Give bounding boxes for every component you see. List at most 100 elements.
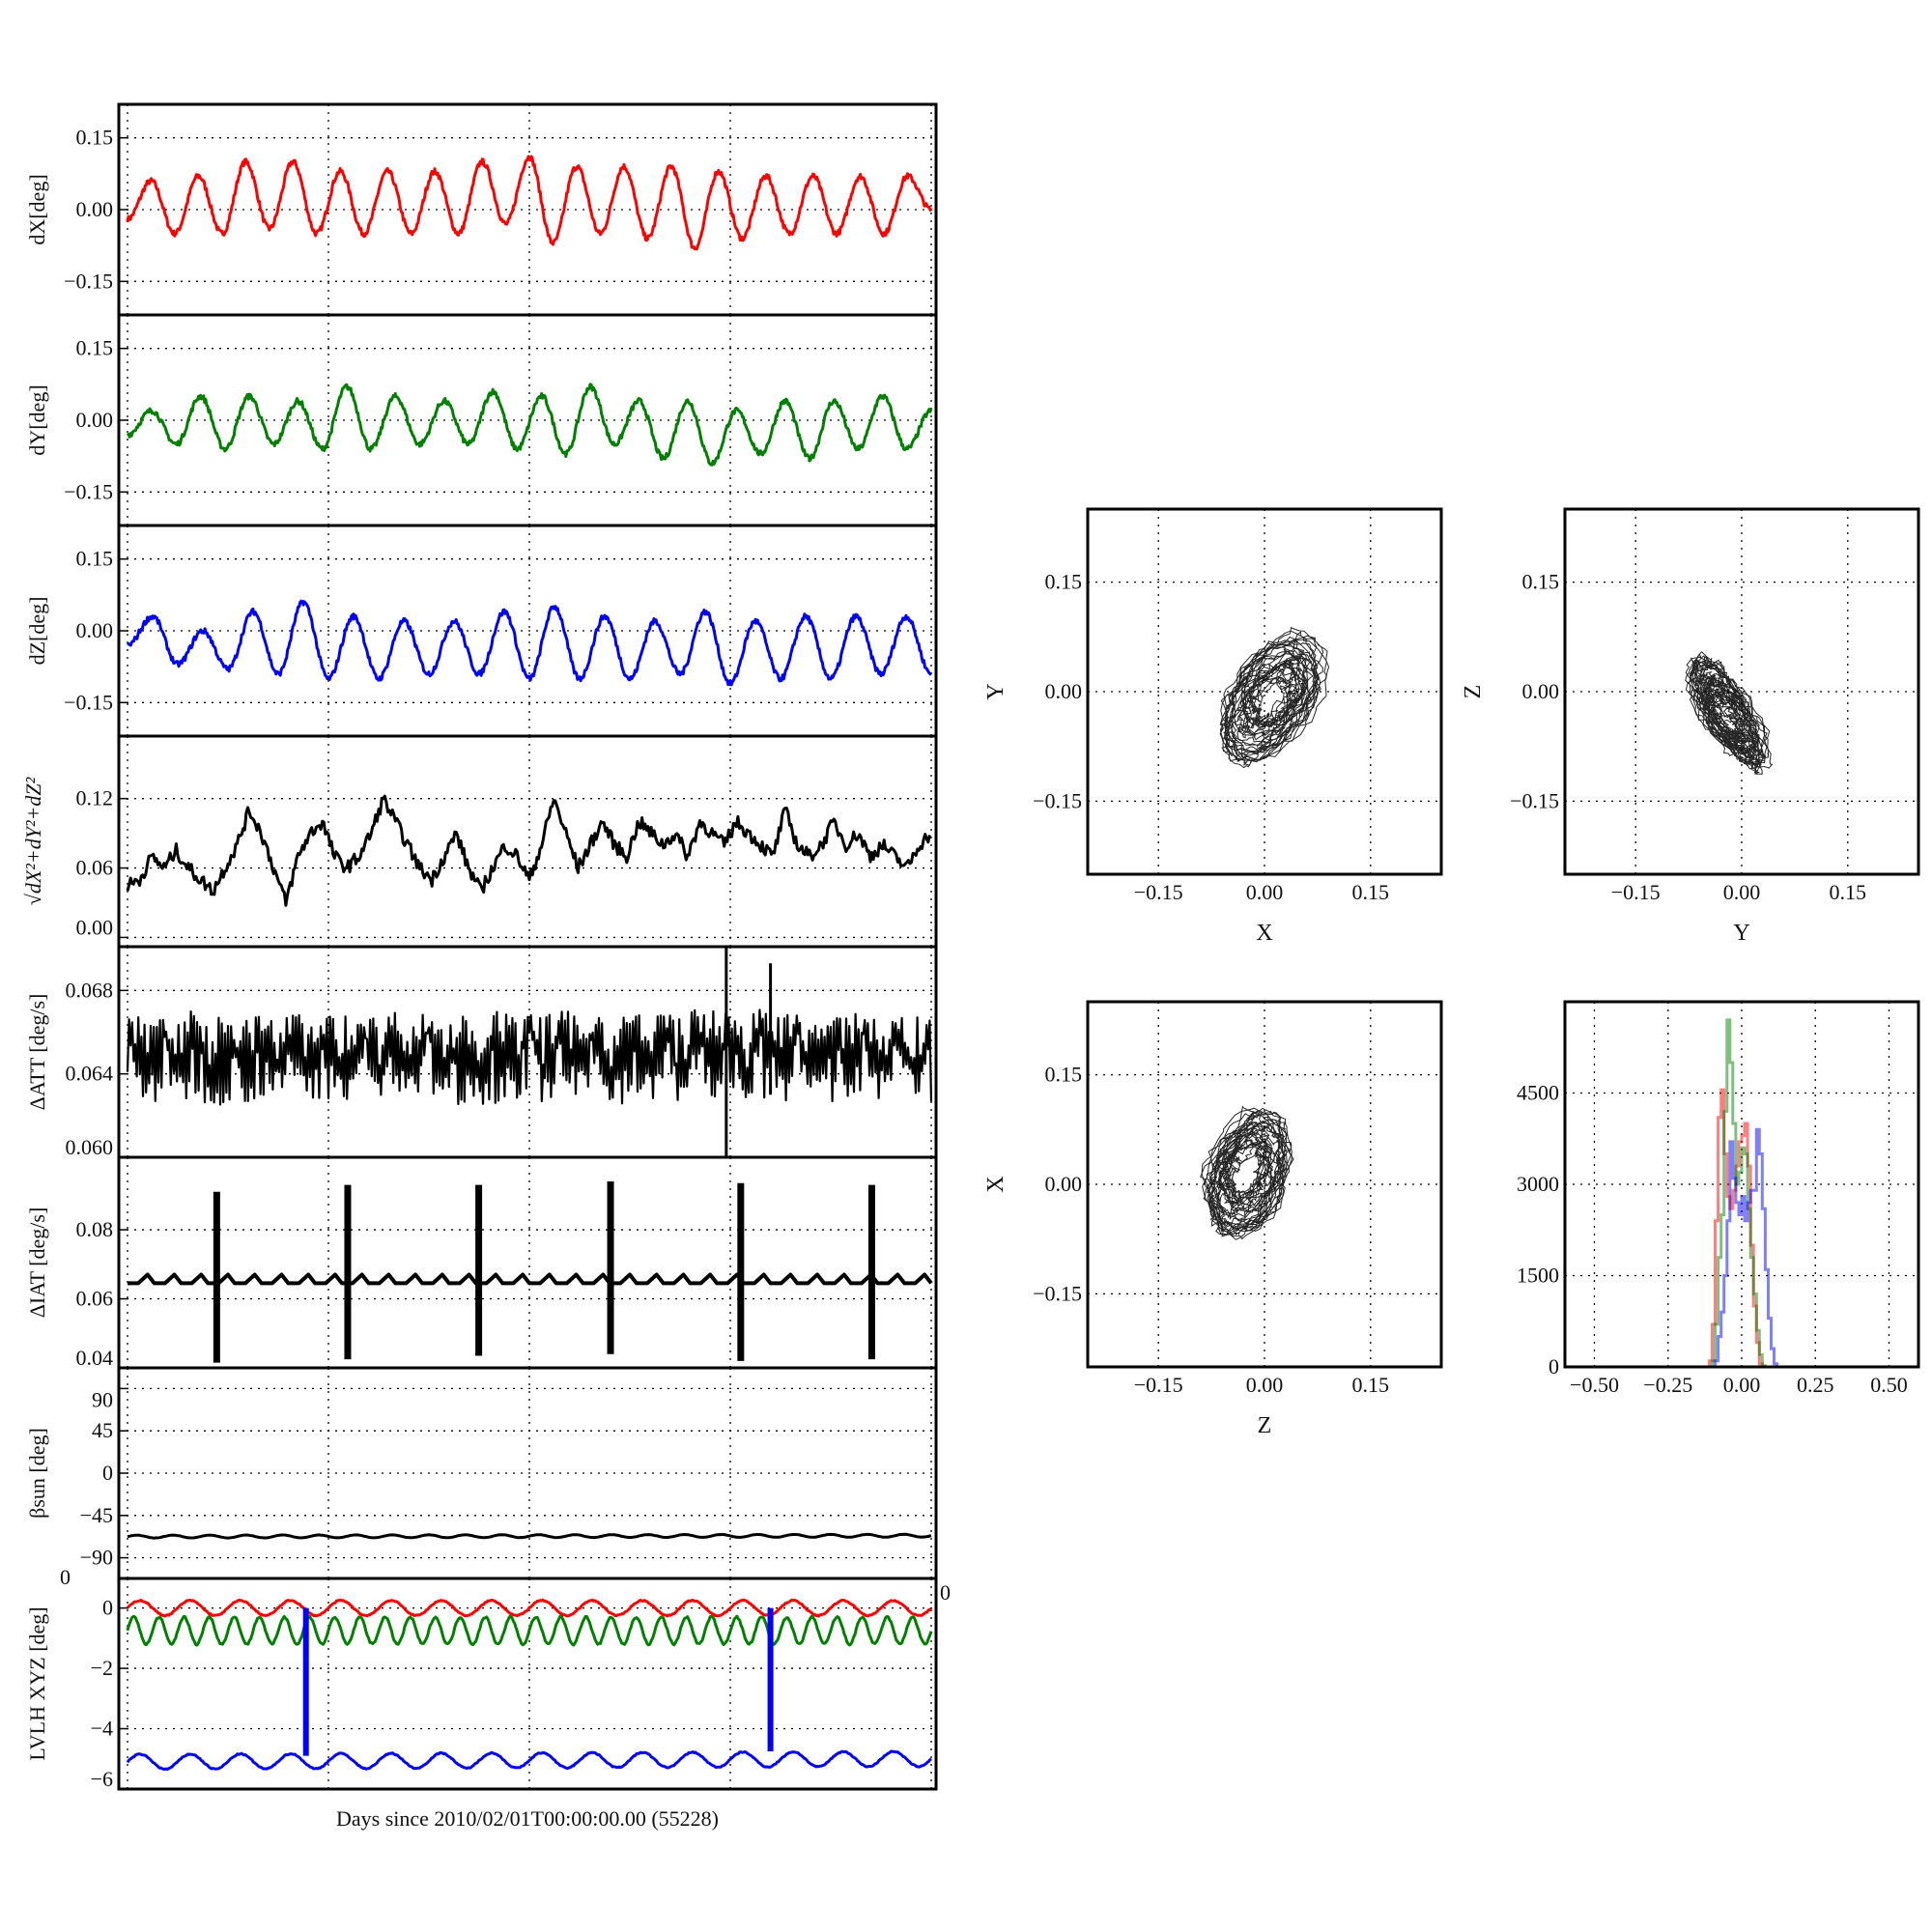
y-tick-label: 0.06 <box>76 1287 114 1311</box>
x-tick-label: 0.50 <box>1870 1373 1908 1397</box>
scatter-xy: −0.15 −0.15 0.00 0.00 0.15 0.15 X Y <box>983 507 1443 946</box>
axes-frame <box>1086 1000 1443 1369</box>
series-line <box>126 1749 932 1771</box>
y-tick-label: 0.15 <box>1045 1063 1083 1087</box>
y-tick-label: 0.068 <box>66 978 114 1002</box>
x-tick-label: 0.15 <box>1352 1373 1390 1397</box>
scatter-trace <box>1219 626 1330 769</box>
panel-dX: 0.15 0.00 −0.15 dX[deg] <box>25 102 938 317</box>
x-tick-label: 0.00 <box>1723 1373 1761 1397</box>
x-tick-label: 0.00 <box>1246 880 1284 904</box>
y-tick-label: 0.08 <box>76 1217 114 1241</box>
y-tick-label: 0.15 <box>76 336 114 360</box>
y-tick-label: −45 <box>80 1503 113 1527</box>
y-tick-label: 1500 <box>1517 1264 1559 1288</box>
y-tick-label: 0.00 <box>76 197 114 221</box>
series-line <box>126 1009 933 1106</box>
y-tick-label: 0 <box>1548 1354 1559 1378</box>
y-tick-label: 0.064 <box>66 1062 114 1086</box>
y-tick-label: −6 <box>91 1767 113 1791</box>
y-tick-label: 0.060 <box>66 1135 114 1159</box>
x-tick-label: 0.15 <box>1352 880 1390 904</box>
y-axis-label: dZ[deg] <box>25 597 49 666</box>
corner-tick-label: 0 <box>60 1565 71 1589</box>
x-axis-label: Z <box>1258 1413 1272 1438</box>
y-tick-label: −0.15 <box>64 690 113 714</box>
y-tick-label: 0.15 <box>1522 570 1560 594</box>
axes-frame <box>1563 1000 1920 1369</box>
axes-frame <box>1563 507 1920 876</box>
y-tick-label: 0.06 <box>76 856 114 880</box>
panel-lvlh: 0 −2 −4 −6 LVLH XYZ [deg] 0 0 <box>25 1565 951 1791</box>
x-tick-label: −0.15 <box>1611 880 1661 904</box>
x-axis-label: X <box>1256 921 1272 946</box>
y-tick-label: −0.15 <box>1510 788 1559 812</box>
series-line <box>126 794 931 907</box>
y-tick-label: 0.04 <box>76 1346 114 1370</box>
y-tick-label: −0.15 <box>1033 1281 1082 1305</box>
x-tick-label: 0.00 <box>1723 880 1761 904</box>
x-tick-label: 0.25 <box>1797 1373 1834 1397</box>
y-tick-label: −0.15 <box>64 479 113 503</box>
y-tick-label: 0.00 <box>1522 679 1560 703</box>
y-axis-label: LVLH XYZ [deg] <box>25 1606 49 1760</box>
x-axis-label: Y <box>1733 921 1749 946</box>
histogram: −0.50 −0.25 0.00 0.25 0.50 0 1500 3000 4500 <box>1517 1000 1920 1397</box>
y-axis-label: ΔIAT [deg/s] <box>25 1208 49 1319</box>
x-tick-label: −0.15 <box>1134 1373 1183 1397</box>
histogram-step <box>1565 1018 1889 1369</box>
y-axis-label: dY[deg] <box>25 384 49 455</box>
panel-diat: 0.08 0.06 0.04 ΔIAT [deg/s] <box>25 1155 938 1370</box>
axes-frame <box>117 1577 938 1791</box>
panel-beta: 90 45 0 −45 −90 βsun [deg] <box>25 1366 938 1580</box>
series-line <box>128 1272 933 1286</box>
y-tick-label: 4500 <box>1517 1081 1559 1105</box>
y-tick-label: 0.15 <box>76 547 114 571</box>
corner-tick-label: 0 <box>940 1580 951 1605</box>
y-axis-label: Y <box>983 683 1009 699</box>
y-tick-label: −0.15 <box>1033 788 1082 812</box>
y-tick-label: 0 <box>102 1596 113 1620</box>
series-line <box>126 1614 933 1647</box>
y-tick-label: 0.00 <box>1045 679 1083 703</box>
y-tick-label: −90 <box>80 1546 113 1570</box>
y-axis-label: dX[deg] <box>25 174 49 244</box>
y-tick-label: 0.15 <box>76 126 114 150</box>
y-axis-label: ΔATT [deg/s] <box>25 994 49 1111</box>
y-tick-label: 0.00 <box>76 618 114 642</box>
scatter-yz: −0.15 −0.15 0.00 0.00 0.15 0.15 Y Z <box>1461 507 1920 946</box>
x-axis-label: Days since 2010/02/01T00:00:00.00 (55228… <box>336 1806 719 1831</box>
series-line <box>126 599 932 687</box>
series-line <box>126 383 933 467</box>
series-line <box>126 155 933 251</box>
y-tick-label: 0.15 <box>1045 570 1083 594</box>
axes-frame <box>1086 507 1443 876</box>
scatter-trace <box>1200 1105 1294 1240</box>
y-tick-label: −4 <box>91 1717 113 1741</box>
y-tick-label: 0.00 <box>1045 1172 1083 1196</box>
series-line <box>126 1598 933 1618</box>
y-tick-label: 3000 <box>1517 1172 1559 1196</box>
x-tick-label: −0.50 <box>1570 1373 1619 1397</box>
y-tick-label: 0 <box>102 1461 113 1485</box>
y-tick-label: 0.00 <box>76 915 114 939</box>
y-tick-label: 45 <box>92 1418 113 1442</box>
x-tick-label: −0.15 <box>1134 880 1183 904</box>
y-axis-label: βsun [deg] <box>25 1428 49 1519</box>
scatter-zx: −0.15 −0.15 0.00 0.00 0.15 0.15 Z X <box>983 1000 1443 1438</box>
y-tick-label: 90 <box>92 1387 113 1411</box>
plots: 0.15 0.00 −0.15 dX[deg] 0.15 0.00 −0.15 dY[deg]… <box>21 102 1920 1791</box>
y-axis-label: √dX²+dY²+dZ² <box>21 777 45 905</box>
scatter-trace <box>1685 651 1774 776</box>
y-tick-label: 0.12 <box>76 786 114 810</box>
y-tick-label: 0.00 <box>76 408 114 432</box>
histogram-step <box>1565 1127 1889 1369</box>
x-tick-label: −0.25 <box>1643 1373 1692 1397</box>
y-axis-label: X <box>983 1176 1009 1192</box>
y-tick-label: −0.15 <box>64 269 113 293</box>
y-tick-label: −2 <box>91 1656 113 1680</box>
series-line <box>127 1532 932 1540</box>
x-tick-label: 0.00 <box>1246 1373 1284 1397</box>
